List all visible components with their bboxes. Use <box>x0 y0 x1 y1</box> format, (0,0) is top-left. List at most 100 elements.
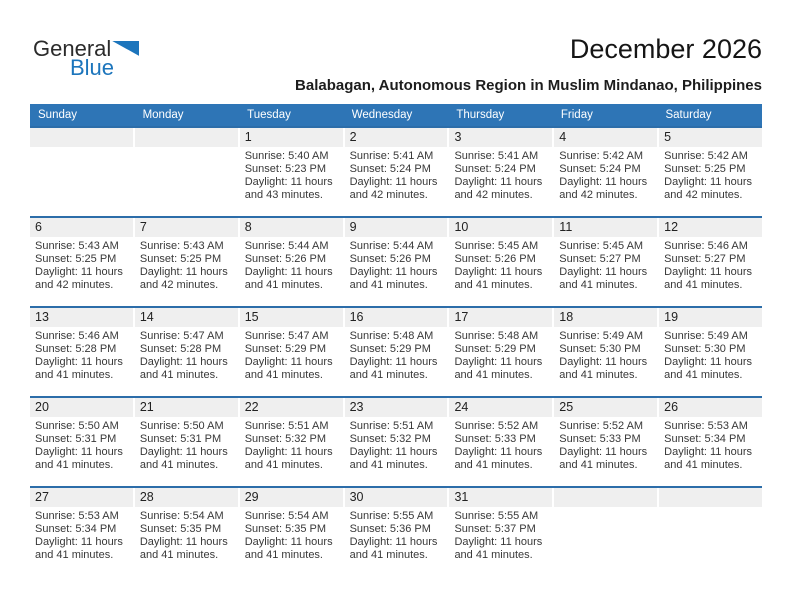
day-number <box>134 128 238 147</box>
day-details: Sunrise: 5:55 AM Sunset: 5:36 PM Daylight:… <box>345 507 448 562</box>
calendar-table: Sunday Monday Tuesday Wednesday Thursday Frid… <box>30 104 763 576</box>
day-number <box>554 488 658 507</box>
day-details: Sunrise: 5:48 AM Sunset: 5:29 PM Daylight:… <box>449 327 552 382</box>
day-number: 6 <box>30 218 133 237</box>
sunrise-text: Sunrise: 5:41 AM <box>454 150 539 162</box>
daylight-text-line2: and 42 minutes. <box>349 189 428 201</box>
weekday-saturday: Saturday <box>665 109 712 121</box>
weekday-friday: Friday <box>560 109 593 121</box>
sunset-text: Sunset: 5:27 PM <box>664 253 746 265</box>
day-cell-1: 1 Sunrise: 5:40 AM Sunset: 5:23 PM Daylight… <box>239 128 343 216</box>
sunrise-text: Sunrise: 5:42 AM <box>664 150 748 162</box>
day-cell-17: 17 Sunrise: 5:48 AM Sunset: 5:29 PM Dayligh… <box>449 308 553 396</box>
day-cell-26: 26 Sunrise: 5:53 AM Sunset: 5:34 PM Dayligh… <box>659 398 763 486</box>
day-cell-10: 10 Sunrise: 5:45 AM Sunset: 5:26 PM Dayligh… <box>449 218 553 306</box>
page-title: December 2026 <box>569 34 762 64</box>
sunrise-text: Sunrise: 5:53 AM <box>35 510 119 522</box>
weekday-tuesday: Tuesday <box>247 109 291 121</box>
sunset-text: Sunset: 5:33 PM <box>559 433 641 445</box>
sunrise-text: Sunrise: 5:49 AM <box>664 330 748 342</box>
daylight-text-line2: and 41 minutes. <box>139 459 219 471</box>
day-details: Sunrise: 5:53 AM Sunset: 5:34 PM Daylight:… <box>659 417 762 472</box>
sunrise-text: Sunrise: 5:45 AM <box>454 240 539 252</box>
day-details: Sunrise: 5:46 AM Sunset: 5:27 PM Daylight:… <box>659 237 762 292</box>
day-number: 11 <box>554 218 658 237</box>
day-number: 30 <box>344 488 448 507</box>
logo-text-general: General <box>33 36 112 61</box>
sunset-text: Sunset: 5:33 PM <box>454 433 536 445</box>
sunrise-text: Sunrise: 5:51 AM <box>349 420 434 432</box>
day-details: Sunrise: 5:43 AM Sunset: 5:25 PM Daylight:… <box>30 237 133 292</box>
day-cell-20: 20 Sunrise: 5:50 AM Sunset: 5:31 PM Dayligh… <box>30 398 133 486</box>
daylight-text-line2: and 41 minutes. <box>349 279 428 291</box>
daylight-text-line1: Daylight: 11 hours <box>349 266 438 278</box>
day-number: 17 <box>449 308 553 327</box>
sunset-text: Sunset: 5:26 PM <box>349 253 431 265</box>
sunset-text: Sunset: 5:28 PM <box>35 343 117 355</box>
day-details: Sunrise: 5:55 AM Sunset: 5:37 PM Daylight:… <box>449 507 552 562</box>
day-cell-3: 3 Sunrise: 5:41 AM Sunset: 5:24 PM Daylight… <box>449 128 553 216</box>
day-number: 13 <box>30 308 133 327</box>
day-details: Sunrise: 5:54 AM Sunset: 5:35 PM Daylight:… <box>135 507 238 562</box>
day-cell-8: 8 Sunrise: 5:44 AM Sunset: 5:26 PM Daylight… <box>239 218 343 306</box>
sunrise-text: Sunrise: 5:40 AM <box>244 150 329 162</box>
day-details: Sunrise: 5:53 AM Sunset: 5:34 PM Daylight:… <box>30 507 133 562</box>
day-cell-2: 2 Sunrise: 5:41 AM Sunset: 5:24 PM Daylight… <box>344 128 448 216</box>
day-details: Sunrise: 5:42 AM Sunset: 5:25 PM Daylight:… <box>659 147 762 202</box>
week-row-1: 1 Sunrise: 5:40 AM Sunset: 5:23 PM Daylight… <box>30 126 763 216</box>
daylight-text-line1: Daylight: 11 hours <box>349 176 438 188</box>
day-cell-5: 5 Sunrise: 5:42 AM Sunset: 5:25 PM Daylight… <box>659 128 763 216</box>
day-cell-4: 4 Sunrise: 5:42 AM Sunset: 5:24 PM Daylight… <box>554 128 658 216</box>
daylight-text-line2: and 41 minutes. <box>559 369 638 381</box>
daylight-text-line1: Daylight: 11 hours <box>244 266 333 278</box>
day-cell-15: 15 Sunrise: 5:47 AM Sunset: 5:29 PM Dayligh… <box>239 308 343 396</box>
sunset-text: Sunset: 5:26 PM <box>454 253 536 265</box>
week-row-2: 6 Sunrise: 5:43 AM Sunset: 5:25 PM Daylight… <box>30 216 763 306</box>
day-details: Sunrise: 5:43 AM Sunset: 5:25 PM Daylight:… <box>135 237 238 292</box>
daylight-text-line1: Daylight: 11 hours <box>664 176 753 188</box>
sunset-text: Sunset: 5:25 PM <box>35 253 117 265</box>
sunset-text: Sunset: 5:36 PM <box>349 523 431 535</box>
daylight-text-line2: and 41 minutes. <box>244 549 323 561</box>
daylight-text-line2: and 41 minutes. <box>454 279 533 291</box>
day-cell-empty <box>30 128 133 216</box>
day-number: 8 <box>239 218 343 237</box>
daylight-text-line1: Daylight: 11 hours <box>454 536 543 548</box>
day-cell-16: 16 Sunrise: 5:48 AM Sunset: 5:29 PM Dayligh… <box>344 308 448 396</box>
daylight-text-line2: and 41 minutes. <box>35 549 114 561</box>
day-number: 14 <box>134 308 238 327</box>
daylight-text-line1: Daylight: 11 hours <box>454 446 543 458</box>
sunrise-text: Sunrise: 5:46 AM <box>35 330 119 342</box>
sunrise-text: Sunrise: 5:41 AM <box>349 150 434 162</box>
daylight-text-line2: and 41 minutes. <box>664 459 743 471</box>
day-details: Sunrise: 5:54 AM Sunset: 5:35 PM Daylight:… <box>240 507 343 562</box>
sunset-text: Sunset: 5:24 PM <box>454 163 536 175</box>
daylight-text-line1: Daylight: 11 hours <box>244 446 333 458</box>
daylight-text-line2: and 41 minutes. <box>664 279 743 291</box>
daylight-text-line1: Daylight: 11 hours <box>244 536 333 548</box>
day-details: Sunrise: 5:42 AM Sunset: 5:24 PM Daylight:… <box>554 147 657 202</box>
daylight-text-line1: Daylight: 11 hours <box>139 446 228 458</box>
daylight-text-line1: Daylight: 11 hours <box>244 176 333 188</box>
day-number: 21 <box>134 398 238 417</box>
sunrise-text: Sunrise: 5:44 AM <box>349 240 434 252</box>
day-cell-7: 7 Sunrise: 5:43 AM Sunset: 5:25 PM Daylight… <box>134 218 238 306</box>
daylight-text-line1: Daylight: 11 hours <box>139 356 228 368</box>
daylight-text-line1: Daylight: 11 hours <box>559 356 648 368</box>
day-number: 25 <box>554 398 658 417</box>
logo-triangle-icon <box>112 41 140 56</box>
sunset-text: Sunset: 5:31 PM <box>35 433 117 445</box>
day-number: 23 <box>344 398 448 417</box>
sunset-text: Sunset: 5:25 PM <box>664 163 746 175</box>
day-number: 19 <box>659 308 763 327</box>
sunset-text: Sunset: 5:28 PM <box>139 343 222 355</box>
daylight-text-line2: and 41 minutes. <box>349 549 428 561</box>
day-details: Sunrise: 5:47 AM Sunset: 5:28 PM Daylight:… <box>135 327 238 382</box>
day-number: 27 <box>30 488 133 507</box>
day-details: Sunrise: 5:45 AM Sunset: 5:26 PM Daylight:… <box>449 237 552 292</box>
day-cell-18: 18 Sunrise: 5:49 AM Sunset: 5:30 PM Dayligh… <box>554 308 658 396</box>
day-number: 18 <box>554 308 658 327</box>
day-number: 4 <box>554 128 658 147</box>
daylight-text-line1: Daylight: 11 hours <box>349 356 438 368</box>
